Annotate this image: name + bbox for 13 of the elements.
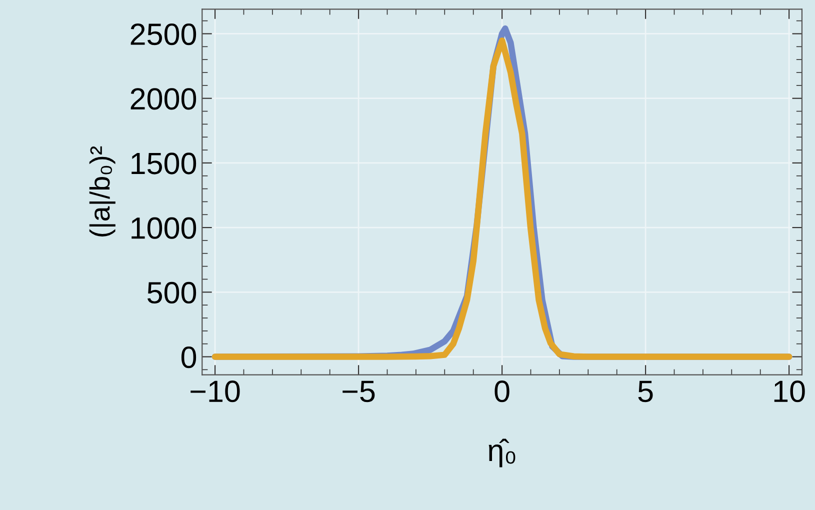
y-tick-label: 0 [181, 346, 196, 368]
x-tick-label: 0 [494, 380, 510, 402]
y-axis-title: (|a|/b₀)² [89, 146, 116, 236]
y-tick-label: 2000 [130, 88, 196, 110]
y-tick-label: 500 [148, 282, 196, 304]
y-tick-label: 1000 [132, 217, 196, 239]
x-tick-label: 5 [638, 380, 653, 402]
x-axis-title: η̂₀ [488, 438, 516, 468]
x-tick-label: 10 [774, 380, 805, 402]
x-tick-label: −5 [342, 380, 375, 402]
y-tick-label: 1500 [132, 152, 196, 174]
y-tick-label: 2500 [130, 23, 196, 46]
x-tick-label: −10 [190, 380, 240, 402]
